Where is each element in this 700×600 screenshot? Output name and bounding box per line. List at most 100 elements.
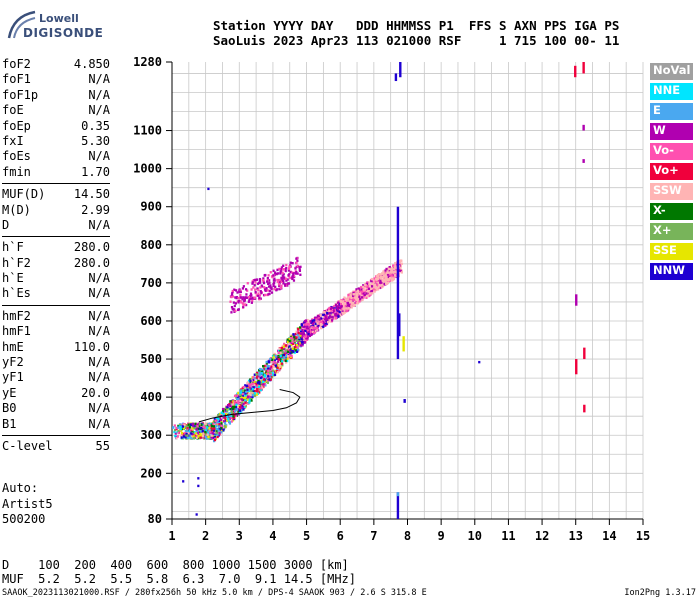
echo-point [377, 276, 380, 279]
echo-point [237, 406, 240, 409]
echo-point [262, 277, 265, 280]
echo-point [260, 381, 263, 385]
echo-point [349, 293, 352, 297]
y-tick-label: 600 [140, 314, 162, 328]
echo-point [285, 351, 288, 354]
echo-point [323, 322, 326, 326]
echo-point [363, 293, 366, 297]
echo-point [253, 284, 256, 287]
echo-point [343, 302, 347, 305]
echo-point [323, 315, 326, 319]
echo-point [191, 427, 194, 430]
echo-point [295, 330, 298, 333]
echo-point [182, 432, 185, 436]
echo-point [251, 378, 254, 382]
echo-point [267, 282, 270, 286]
echo-point [205, 422, 208, 426]
echo-point [208, 427, 211, 430]
echo-point [284, 269, 287, 273]
echo-point [303, 325, 306, 328]
echo-point [182, 426, 186, 430]
echo-point [258, 294, 262, 297]
echo-point [298, 336, 301, 339]
echo-point [268, 378, 271, 381]
echo-point [258, 391, 261, 394]
echo-point [338, 314, 341, 317]
echo-point [286, 278, 289, 281]
echo-point [279, 272, 282, 275]
echo-point [264, 372, 267, 375]
legend-item-noval: NoVal [650, 63, 693, 80]
echo-point [349, 300, 352, 303]
parameter-name: hmE [2, 339, 24, 354]
echo-point [241, 392, 244, 396]
echo-point [240, 404, 243, 407]
echo-point [391, 266, 394, 270]
echo-point [301, 332, 305, 336]
echo-point [262, 293, 266, 297]
echo-point [229, 400, 232, 403]
echo-point [360, 296, 364, 299]
parameter-row: h`F2 280.0 [2, 256, 110, 271]
echo-point [315, 327, 318, 330]
echo-point [210, 434, 213, 437]
echo-point [245, 384, 248, 388]
echo-point [292, 349, 295, 352]
echo-point [281, 278, 284, 281]
echo-point [248, 388, 251, 391]
parameter-row: yF2 N/A [2, 355, 110, 370]
echo-point [369, 289, 372, 293]
echo-point [352, 294, 355, 298]
echo-point [262, 281, 266, 285]
parameter-row: yF1 N/A [2, 370, 110, 385]
echo-point [240, 389, 243, 392]
echo-point [231, 291, 234, 295]
echo-point [248, 399, 251, 402]
echo-point [381, 285, 385, 288]
echo-point [360, 288, 363, 291]
echo-point [359, 286, 363, 289]
echo-point [280, 284, 283, 287]
echo-point [253, 383, 256, 387]
echo-point [582, 124, 585, 131]
echo-point [213, 438, 217, 442]
echo-point [385, 282, 389, 285]
echo-point [245, 396, 248, 400]
echo-point [278, 368, 281, 372]
echo-point [331, 313, 335, 316]
echo-point [371, 277, 374, 281]
echo-point [237, 301, 240, 304]
echo-point [302, 325, 305, 329]
echo-point [270, 360, 273, 364]
echo-point [379, 274, 382, 278]
y-tick-label: 700 [140, 276, 162, 290]
parameter-name: MUF(D) [2, 187, 46, 202]
echo-point [265, 362, 268, 365]
parameter-row: fmin 1.70 [2, 165, 110, 180]
echo-point [302, 331, 305, 334]
echo-point [313, 331, 316, 335]
echo-point [263, 364, 266, 368]
echo-point [216, 433, 219, 436]
echo-point [355, 288, 358, 291]
echo-point [305, 323, 308, 326]
echo-point [306, 320, 309, 323]
echo-point [247, 394, 250, 397]
echo-point [328, 318, 331, 322]
echo-point [379, 281, 382, 284]
echo-point [258, 279, 262, 282]
echo-point [355, 296, 358, 300]
echo-point [283, 358, 286, 362]
echo-point [231, 307, 234, 311]
echo-point [263, 286, 266, 289]
echo-point [331, 306, 334, 309]
parameter-row: foEs N/A [2, 149, 110, 164]
echo-point [272, 360, 275, 364]
echo-point [382, 276, 385, 279]
echo-point [377, 281, 380, 285]
echo-point [296, 259, 299, 263]
echo-point [266, 278, 269, 282]
echo-point [267, 369, 270, 372]
echo-point [279, 349, 282, 352]
echo-point [313, 319, 316, 322]
